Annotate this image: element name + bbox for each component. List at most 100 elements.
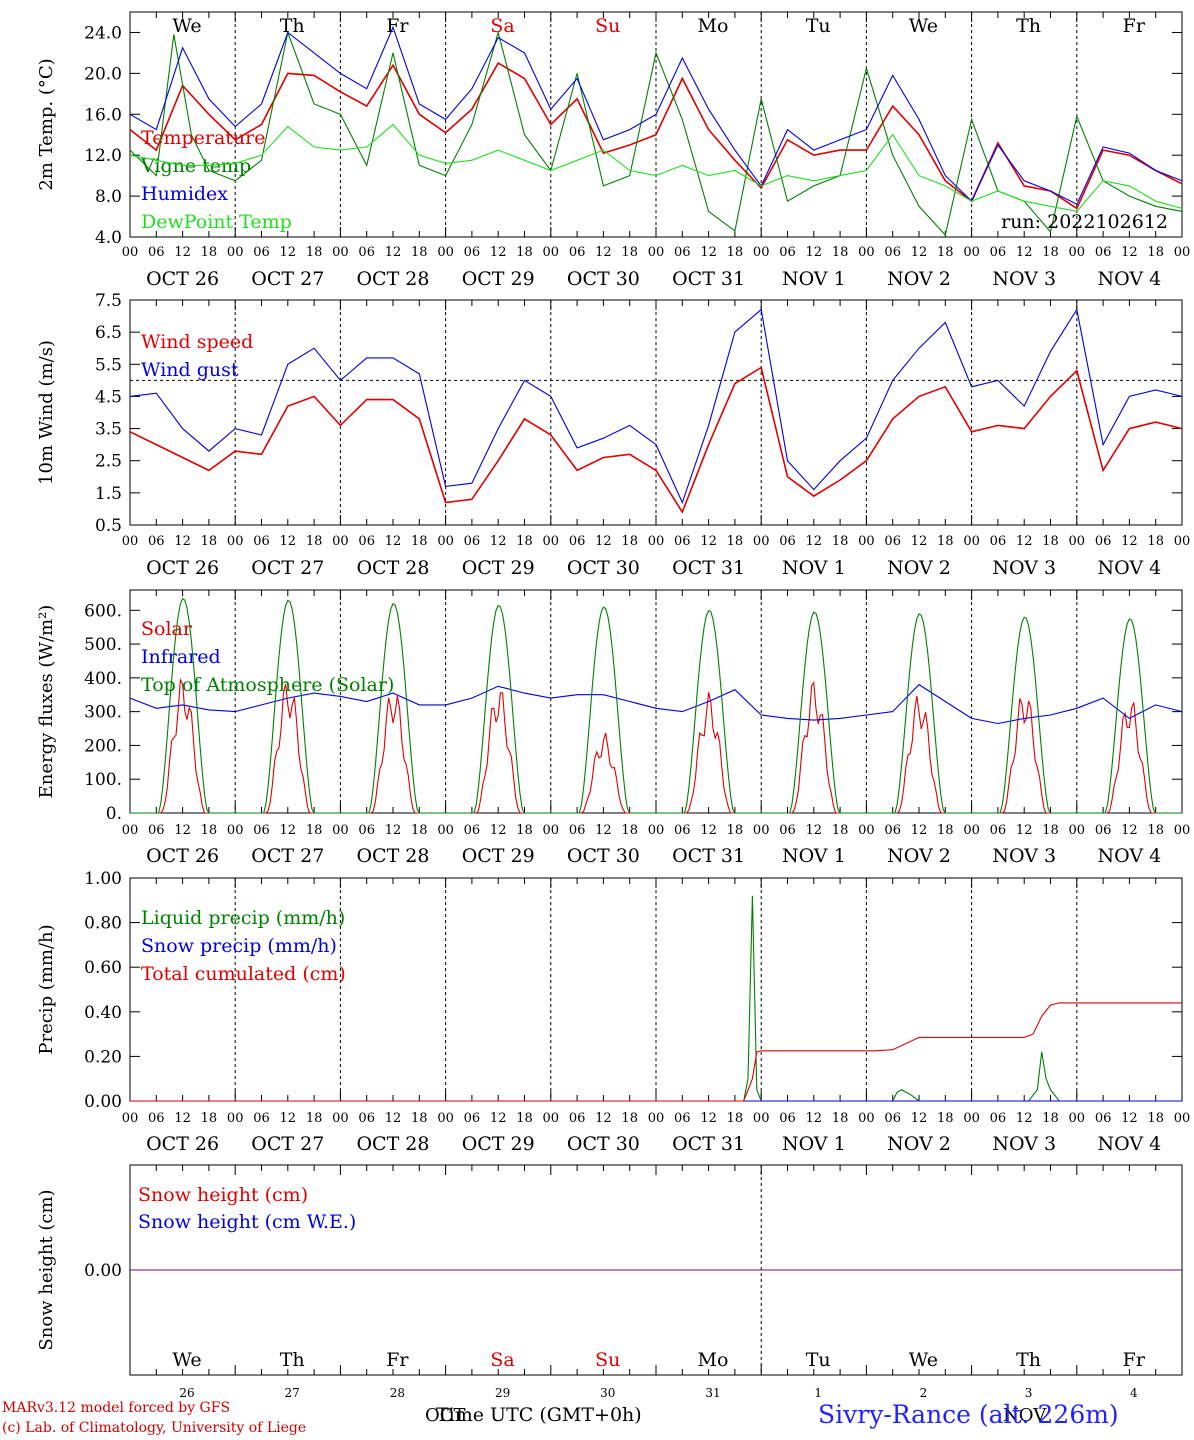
weekday-label-bottom: We [909,1349,938,1371]
hour-label: 18 [516,1111,533,1126]
series-line-blue [129,683,1183,725]
date-label: NOV 1 [782,845,846,867]
hour-label: 18 [937,245,954,260]
month-label-oct: OCT [425,1405,466,1426]
weekday-label-bottom: Mo [698,1349,729,1371]
date-label: NOV 1 [782,1133,846,1155]
hour-label: 18 [1042,245,1059,260]
y-tick-label: 4.0 [95,228,122,248]
hour-label: 06 [253,823,270,838]
hour-label: 12 [595,245,612,260]
weekday-label-top: Th [1016,15,1041,37]
hour-label: 00 [332,245,349,260]
hour-label: 12 [280,823,297,838]
hour-label: 12 [490,245,507,260]
date-label: OCT 30 [567,1133,640,1155]
date-label: NOV 1 [782,557,846,579]
hour-label: 18 [306,1111,323,1126]
date-label: OCT 26 [146,1133,219,1155]
date-label: OCT 31 [672,557,745,579]
date-label: OCT 29 [462,1133,535,1155]
y-tick-label: 4.5 [95,387,122,407]
hour-label: 00 [753,823,770,838]
hour-label: 06 [464,1111,481,1126]
month-label-nov: NOV [1003,1405,1047,1426]
weekday-label-bottom: Th [1016,1349,1041,1371]
hour-label: 00 [1174,823,1191,838]
y-tick-label: 0.80 [84,914,122,934]
y-tick-label: 6.5 [95,323,122,343]
hour-label: 00 [648,245,665,260]
hour-label: 18 [201,534,218,549]
hour-label: 06 [1095,1111,1112,1126]
hour-label: 06 [253,1111,270,1126]
legend-green: Top of Atmosphere (Solar) [141,674,394,696]
day-number: 3 [1025,1386,1033,1400]
date-label: OCT 31 [672,1133,745,1155]
y-tick-label: 20.0 [84,64,122,84]
hour-label: 18 [411,823,428,838]
hour-label: 06 [674,823,691,838]
run-label: run: 2022102612 [1001,211,1168,233]
hour-label: 12 [1121,823,1138,838]
date-label: OCT 26 [146,268,219,290]
legend-lightgreen: DewPoint Temp [141,211,292,233]
hour-label: 00 [332,823,349,838]
legend-green: Liquid precip (mm/h) [141,907,345,929]
date-label: NOV 3 [992,557,1056,579]
hour-label: 12 [700,534,717,549]
date-label: OCT 28 [356,1133,429,1155]
hour-label: 12 [806,245,823,260]
date-label: OCT 26 [146,557,219,579]
hour-label: 18 [411,245,428,260]
hour-label: 12 [385,1111,402,1126]
hour-label: 12 [385,823,402,838]
legend-red: Total cumulated (cm) [141,963,346,985]
hour-label: 06 [358,823,375,838]
hour-label: 12 [700,1111,717,1126]
hour-label: 12 [174,245,191,260]
hour-label: 18 [306,534,323,549]
date-label: NOV 4 [1098,557,1162,579]
hour-label: 00 [1174,1111,1191,1126]
hour-label: 12 [1016,823,1033,838]
hour-label: 06 [464,534,481,549]
hour-label: 06 [569,245,586,260]
y-tick-label: 5.5 [95,355,122,375]
hour-label: 12 [595,534,612,549]
date-label: NOV 4 [1098,268,1162,290]
hour-label: 00 [858,1111,875,1126]
hour-label: 18 [621,823,638,838]
series-line-blue [129,25,1183,206]
weekday-label-top: Tu [806,15,831,37]
hour-label: 00 [543,245,560,260]
y-tick-label: 3.5 [95,420,122,440]
hour-label: 00 [227,534,244,549]
hour-label: 00 [437,534,454,549]
date-label: NOV 3 [992,1133,1056,1155]
date-label: OCT 29 [462,557,535,579]
series-line-green [130,895,1182,1102]
date-label: NOV 1 [782,268,846,290]
hour-label: 12 [490,534,507,549]
hour-label: 00 [963,823,980,838]
y-axis-label-1: 10m Wind (m/s) [36,340,57,485]
y-tick-label: 0. [106,804,122,824]
date-label: OCT 30 [567,557,640,579]
hour-label: 18 [1147,534,1164,549]
hour-label: 12 [806,823,823,838]
weekday-label-top: We [172,15,201,37]
hour-label: 18 [621,534,638,549]
hour-label: 18 [1147,823,1164,838]
hour-label: 18 [832,245,849,260]
hour-label: 18 [201,1111,218,1126]
y-tick-label: 16.0 [84,105,122,125]
y-tick-label: 1.00 [84,869,122,889]
y-tick-label: 600. [84,601,122,621]
station-name: Sivry-Rance (alt. 226m) [818,1400,1119,1429]
hour-label: 06 [569,534,586,549]
hour-label: 00 [332,1111,349,1126]
hour-label: 00 [963,534,980,549]
hour-label: 06 [990,534,1007,549]
hour-label: 12 [806,534,823,549]
